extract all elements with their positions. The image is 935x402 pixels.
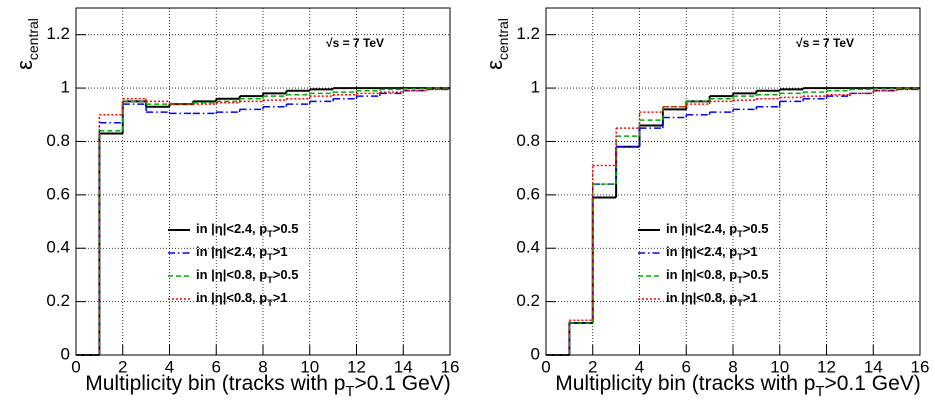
panel: 0 0.2 0.4 0.6 0.8 1 1.2 0 2 4 6 8 10 12 14 16 in |η|<2.4… <box>12 7 460 400</box>
label-part: in |η|<0.8, p <box>196 267 267 282</box>
x-tick-label: 10 <box>770 357 789 376</box>
label-part: >0.5 <box>743 221 769 236</box>
label-part: Multiplicity bin (tracks with p <box>555 372 815 395</box>
subscript: T <box>815 384 824 400</box>
subscript: T <box>737 275 743 285</box>
panel: 0 0.2 0.4 0.6 0.8 1 1.2 0 2 4 6 8 10 12 14 16 in |η|<2.4… <box>482 7 930 400</box>
label: in |η|<0.8, pT>0.5 <box>666 267 768 285</box>
y-tick-label: 0.8 <box>516 131 540 150</box>
label: in |η|<0.8, pT>0.5 <box>196 267 298 285</box>
label-part: >0.5 <box>743 267 769 282</box>
x-tick-label: 14 <box>864 357 883 376</box>
x-tick-label: 6 <box>682 357 691 376</box>
x-tick-label: 0 <box>71 357 80 376</box>
x-tick-label: 10 <box>300 357 319 376</box>
annotation: √s = 7 TeV <box>326 36 384 50</box>
label-part: in |η|<2.4, p <box>666 221 737 236</box>
y-tick-label: 0.6 <box>516 184 540 203</box>
y-tick-label: 1.2 <box>516 24 540 43</box>
subscript: T <box>267 298 273 308</box>
label-part: in |η|<0.8, p <box>666 267 737 282</box>
label: in |η|<2.4, pT>1 <box>666 244 758 262</box>
label: in |η|<2.4, pT>0.5 <box>196 221 298 239</box>
label-part: ε <box>12 60 37 70</box>
x-tick-label: 4 <box>165 357 174 376</box>
label: in |η|<0.8, pT>1 <box>196 290 288 308</box>
x-tick-label: 16 <box>911 357 930 376</box>
x-tick-label: 2 <box>118 357 127 376</box>
label: in |η|<0.8, pT>1 <box>666 290 758 308</box>
y-tick-label: 0 <box>61 344 70 363</box>
subscript: T <box>267 275 273 285</box>
y-tick-label: 0.4 <box>46 238 70 257</box>
subscript: T <box>267 252 273 262</box>
x-tick-label: 8 <box>728 357 737 376</box>
label-part: in |η|<0.8, p <box>666 290 737 305</box>
subscript: T <box>737 252 743 262</box>
plot-frame <box>545 7 921 356</box>
label-part: ε <box>482 60 507 70</box>
y-axis-label: εcentral <box>12 18 41 70</box>
x-tick-label: 6 <box>212 357 221 376</box>
label-part: >0.5 <box>273 221 299 236</box>
y-tick-label: 0.4 <box>516 238 540 257</box>
y-tick-label: 1.2 <box>46 24 70 43</box>
subscript: T <box>737 298 743 308</box>
label-part: in |η|<2.4, p <box>196 244 267 259</box>
label-part: Multiplicity bin (tracks with p <box>85 372 345 395</box>
annotation: √s = 7 TeV <box>796 36 854 50</box>
label-part: >0.1 GeV) <box>354 372 450 395</box>
y-axis-label: εcentral <box>482 18 511 70</box>
y-tick-label: 0.2 <box>516 291 540 310</box>
x-tick-label: 8 <box>258 357 267 376</box>
label-part: >1 <box>743 290 758 305</box>
label-part: >0.5 <box>273 267 299 282</box>
subscript: central <box>25 18 41 60</box>
x-tick-label: 12 <box>817 357 836 376</box>
x-tick-label: 16 <box>441 357 460 376</box>
y-tick-label: 1 <box>531 78 540 97</box>
label-part: in |η|<2.4, p <box>196 221 267 236</box>
x-tick-label: 4 <box>635 357 644 376</box>
label: in |η|<2.4, pT>0.5 <box>666 221 768 239</box>
y-tick-label: 0.2 <box>46 291 70 310</box>
label-part: >0.1 GeV) <box>824 372 920 395</box>
x-tick-label: 0 <box>541 357 550 376</box>
label: in |η|<2.4, pT>1 <box>196 244 288 262</box>
y-tick-label: 0.6 <box>46 184 70 203</box>
label-part: >1 <box>273 244 288 259</box>
label-part: >1 <box>273 290 288 305</box>
y-tick-label: 1 <box>61 78 70 97</box>
label-part: in |η|<2.4, p <box>666 244 737 259</box>
x-tick-label: 2 <box>588 357 597 376</box>
label: Multiplicity bin (tracks with pT>0.1 GeV… <box>85 372 451 400</box>
x-tick-label: 12 <box>347 357 366 376</box>
plot-frame <box>75 7 451 356</box>
subscript: T <box>345 384 354 400</box>
subscript: T <box>267 229 273 239</box>
subscript: T <box>737 229 743 239</box>
label-part: in |η|<0.8, p <box>196 290 267 305</box>
y-tick-label: 0.8 <box>46 131 70 150</box>
subscript: central <box>495 18 511 60</box>
x-tick-label: 14 <box>394 357 413 376</box>
label-part: >1 <box>743 244 758 259</box>
label: Multiplicity bin (tracks with pT>0.1 GeV… <box>555 372 921 400</box>
y-tick-label: 0 <box>531 344 540 363</box>
